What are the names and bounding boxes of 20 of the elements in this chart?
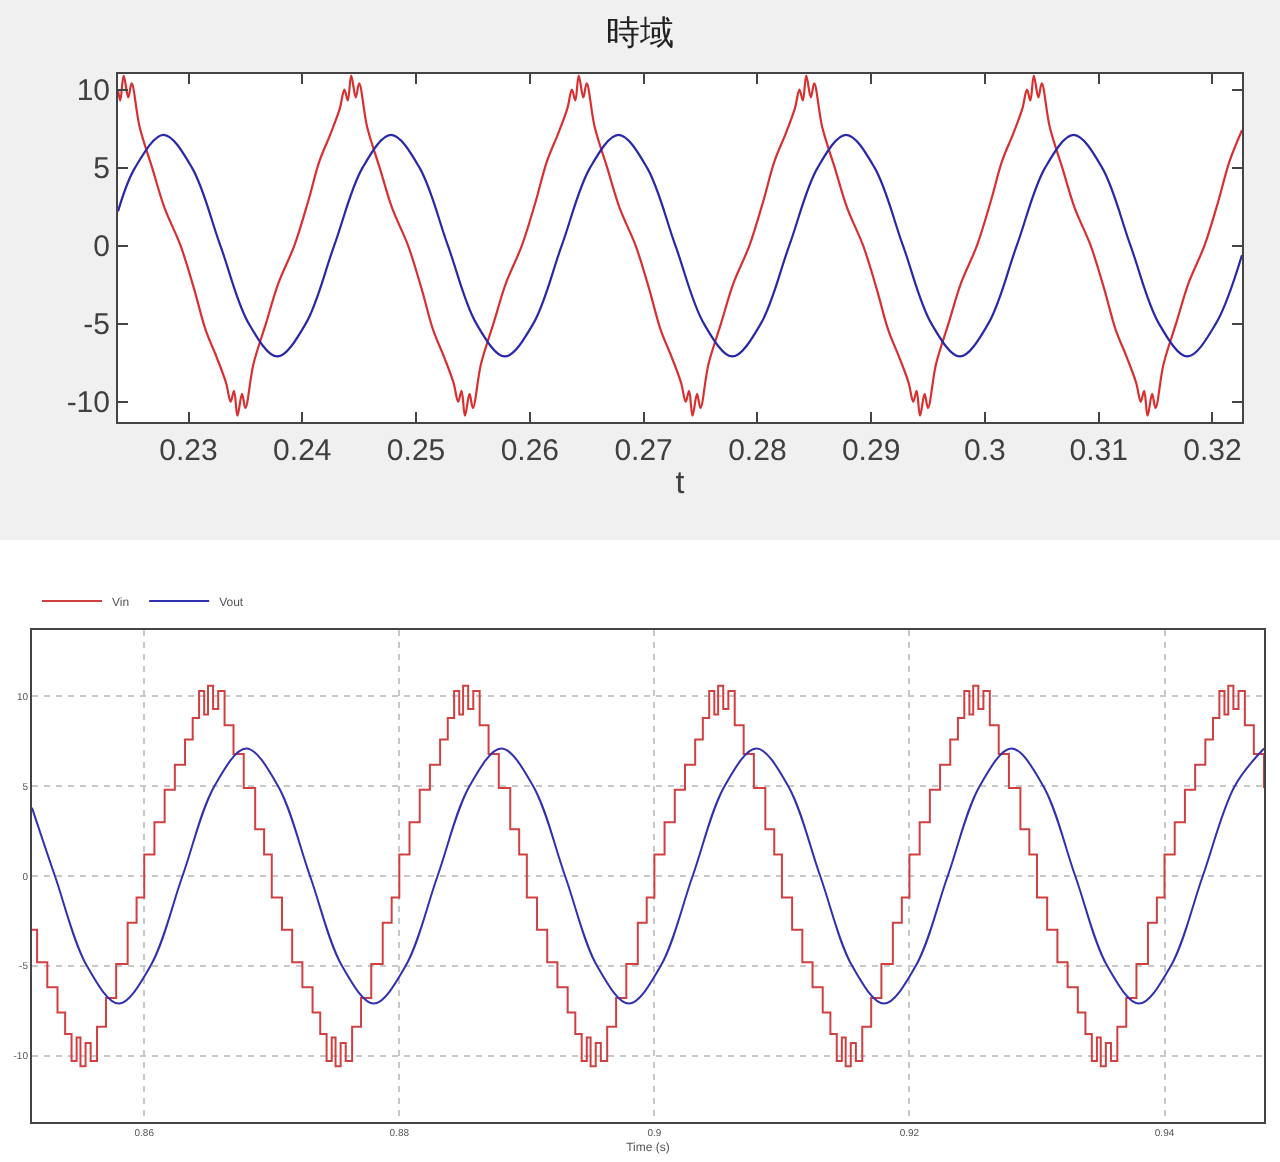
x-tick-label: 0.3 [964,434,1006,468]
x-tick-label: 0.31 [1069,434,1128,468]
y-tick-label: -10 [66,386,110,421]
x-tick-label: 0.24 [273,434,332,468]
y-tick-label: -5 [83,308,110,343]
x-tick-label: 0.32 [1183,434,1242,468]
line-series [32,747,1264,1005]
x-tick-label: 0.29 [841,434,901,468]
line-series [118,74,1242,417]
x-axis-title: t [675,467,686,502]
y-tick-label: 10 [76,74,110,109]
y-tick-label: 5 [93,152,110,187]
chart-title: 時域 [606,14,674,53]
x-tick-label: 0.25 [386,434,446,468]
x-tick-label: 0.26 [500,434,560,468]
x-tick-label: 0.27 [614,434,673,468]
x-tick-label: 0.28 [728,434,787,468]
y-tick-label: 0 [93,230,110,265]
line-series [118,133,1242,358]
x-tick-label: 0.23 [159,434,218,468]
